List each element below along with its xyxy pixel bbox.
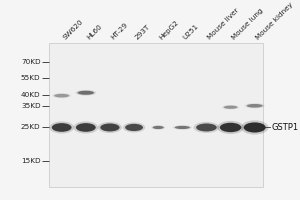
Ellipse shape [222,105,239,109]
Ellipse shape [175,126,190,129]
Ellipse shape [196,123,217,131]
Ellipse shape [153,126,164,129]
Ellipse shape [98,122,122,133]
Ellipse shape [217,121,244,134]
Text: U251: U251 [182,23,200,41]
Ellipse shape [76,123,96,132]
Text: HT-29: HT-29 [110,22,129,41]
Text: 40KD: 40KD [21,92,40,98]
Ellipse shape [125,124,143,131]
Ellipse shape [245,103,265,108]
Text: SW620: SW620 [62,19,84,41]
Ellipse shape [247,104,263,108]
Text: Mouse liver: Mouse liver [206,8,240,41]
Text: 25KD: 25KD [21,124,40,130]
Text: HepG2: HepG2 [158,19,180,41]
Text: 35KD: 35KD [21,103,40,109]
FancyBboxPatch shape [49,43,263,187]
Text: HL60: HL60 [86,24,103,41]
Text: Mouse lung: Mouse lung [231,8,264,41]
Text: 70KD: 70KD [21,59,40,65]
Ellipse shape [52,93,71,98]
Ellipse shape [54,94,69,97]
Ellipse shape [173,125,192,130]
Ellipse shape [49,121,74,134]
Ellipse shape [123,122,145,133]
Text: GSTP1: GSTP1 [272,123,299,132]
Ellipse shape [100,123,120,131]
Ellipse shape [151,125,165,130]
Text: 15KD: 15KD [21,158,40,164]
Text: 293T: 293T [134,24,151,41]
Ellipse shape [224,106,238,109]
Text: Mouse kidney: Mouse kidney [255,2,294,41]
Ellipse shape [52,123,72,132]
Ellipse shape [78,91,94,95]
Ellipse shape [241,120,268,135]
Ellipse shape [76,90,96,96]
Ellipse shape [74,121,98,134]
Ellipse shape [194,122,219,133]
Ellipse shape [220,123,241,132]
Text: 55KD: 55KD [21,75,40,81]
Ellipse shape [244,122,266,133]
